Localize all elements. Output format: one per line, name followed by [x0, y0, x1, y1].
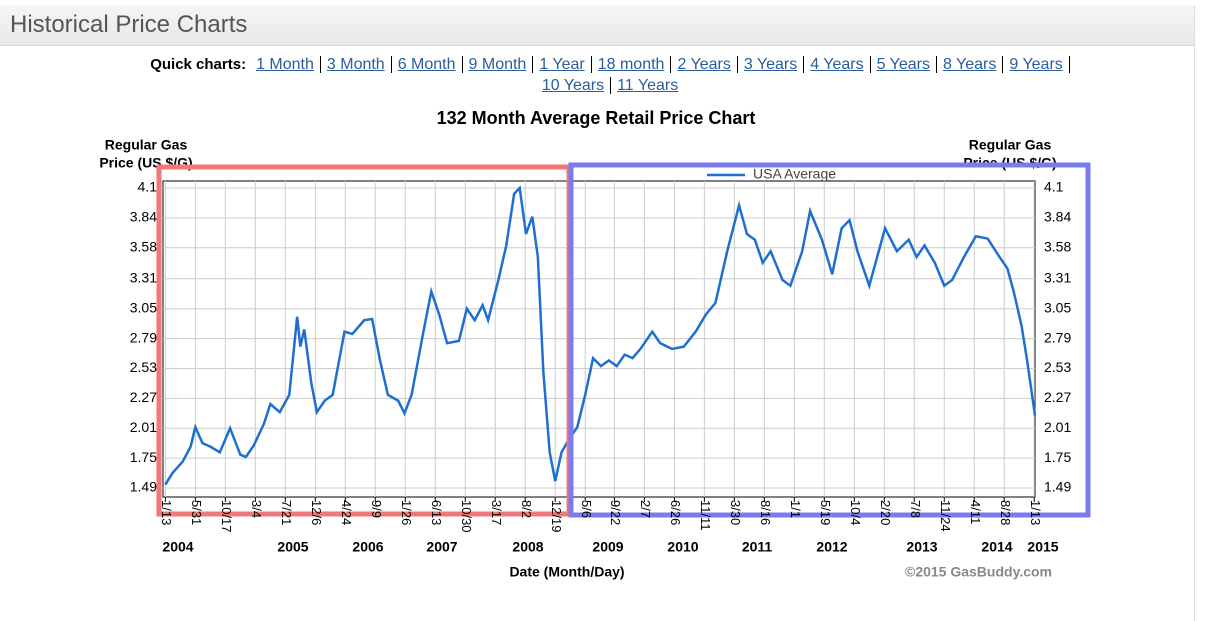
- x-tick-label: 8/28: [998, 500, 1013, 525]
- quick-chart-link[interactable]: 18 month: [591, 56, 672, 73]
- year-label: 2005: [277, 539, 308, 555]
- y-tick-label: 3.58: [130, 238, 157, 254]
- quick-chart-link[interactable]: 1 Month: [250, 56, 321, 73]
- y-tick-label: 2.53: [130, 359, 157, 375]
- legend-label: USA Average: [753, 166, 836, 182]
- x-tick-label: 9/22: [608, 500, 623, 525]
- y2-tick-label: 3.31: [1044, 270, 1071, 286]
- year-label: 2010: [667, 539, 698, 555]
- header-title: Historical Price Charts: [10, 11, 248, 38]
- y2-tick-label: 2.53: [1044, 359, 1071, 375]
- x-tick-label: 3/30: [728, 500, 743, 525]
- x-tick-label: 2/7: [638, 500, 653, 518]
- x-tick-label: 5/6: [579, 500, 594, 518]
- quick-chart-link[interactable]: 4 Years: [804, 56, 871, 73]
- x-tick-label: 5/19: [818, 500, 833, 525]
- y-tick-label: 3.84: [130, 209, 157, 225]
- quick-chart-link[interactable]: 9 Years: [1003, 56, 1070, 73]
- x-tick-label: 2/20: [878, 500, 893, 525]
- chart-title: 132 Month Average Retail Price Chart: [437, 108, 756, 128]
- quick-charts: Quick charts: 1 Month 3 Month 6 Month 9 Mont…: [40, 54, 1180, 96]
- x-tick-label: 6/26: [668, 500, 683, 525]
- x-tick-label: 7/21: [279, 500, 294, 525]
- quick-chart-link[interactable]: 11 Years: [617, 77, 679, 94]
- credit: ©2015 GasBuddy.com: [905, 564, 1052, 580]
- x-tick-label: 1/26: [399, 500, 414, 525]
- x-tick-label: 8/16: [758, 500, 773, 525]
- x-tick-label: 9/9: [369, 500, 384, 518]
- y-tick-label: 4.1: [138, 179, 158, 195]
- x-tick-label: 12/19: [549, 500, 564, 533]
- quick-chart-link[interactable]: 1 Year: [533, 56, 592, 73]
- y-tick-label: 2.27: [130, 389, 157, 405]
- x-axis-title: Date (Month/Day): [509, 564, 624, 580]
- year-label: 2011: [742, 539, 773, 555]
- x-tick-label: 6/13: [429, 500, 444, 525]
- header: Historical Price Charts: [0, 5, 1195, 46]
- highlight-box: [568, 162, 1091, 518]
- y-tick-label: 1.75: [130, 449, 157, 465]
- x-tick-label: 10/4: [848, 500, 863, 525]
- quick-chart-link[interactable]: 3 Month: [320, 56, 392, 73]
- y2-tick-label: 4.1: [1044, 179, 1064, 195]
- y-tick-label: 2.01: [130, 419, 157, 435]
- grid: [163, 181, 1035, 502]
- quick-charts-label: Quick charts:: [150, 56, 247, 73]
- y-tick-label: 3.05: [130, 299, 157, 315]
- marks: [164, 185, 1037, 486]
- quick-chart-link[interactable]: 6 Month: [391, 56, 463, 73]
- quick-chart-link[interactable]: 3 Years: [737, 56, 805, 73]
- y2-tick-label: 3.58: [1044, 238, 1071, 254]
- x-tick-label: 3/17: [489, 500, 504, 525]
- quick-chart-link[interactable]: 5 Years: [870, 56, 937, 73]
- y2-tick-label: 1.49: [1044, 479, 1071, 495]
- x-tick-label: 7/8: [908, 500, 923, 518]
- x-tick-label: 12/6: [309, 500, 324, 525]
- x-tick-label: 8/2: [519, 500, 534, 518]
- y2-tick-label: 2.79: [1044, 329, 1071, 345]
- year-label: 2014: [981, 539, 1012, 555]
- x-tick-label: 11/24: [938, 500, 953, 532]
- x-tick-label: 10/17: [219, 500, 234, 533]
- y2-tick-label: 3.05: [1044, 299, 1071, 315]
- x-tick-label: 10/30: [459, 500, 474, 533]
- x-tick-label: 1/13: [159, 500, 174, 525]
- y2-axis-title: Regular Gas: [969, 137, 1052, 153]
- year-label: 2009: [592, 539, 623, 555]
- quick-chart-link[interactable]: 2 Years: [671, 56, 738, 73]
- x-tick-label: 4/24: [339, 500, 354, 525]
- y-axis-title: Regular Gas: [105, 137, 188, 153]
- y2-tick-label: 2.01: [1044, 419, 1071, 435]
- year-label: 2013: [906, 539, 937, 555]
- y-tick-label: 2.79: [130, 329, 157, 345]
- x-tick-label: 5/31: [189, 500, 204, 525]
- year-label: 2007: [426, 539, 457, 555]
- y2-tick-label: 2.27: [1044, 389, 1071, 405]
- x-tick-label: 1/1: [788, 500, 803, 518]
- quick-chart-link[interactable]: 10 Years: [535, 77, 612, 94]
- x-tick-label: 11/11: [698, 500, 713, 531]
- year-label: 2006: [352, 539, 383, 555]
- quick-chart-link[interactable]: 9 Month: [462, 56, 534, 73]
- divider: [1194, 45, 1195, 621]
- year-label: 2004: [162, 539, 193, 555]
- year-label: 2015: [1027, 539, 1058, 555]
- year-label: 2012: [816, 539, 847, 555]
- x-tick-label: 4/11: [968, 500, 983, 524]
- y2-tick-label: 3.84: [1044, 209, 1071, 225]
- quick-chart-link[interactable]: 8 Years: [937, 56, 1004, 73]
- year-label: 2008: [512, 539, 543, 555]
- y-tick-label: 1.49: [130, 479, 157, 495]
- price-line: [164, 185, 1037, 486]
- y-tick-label: 3.31: [130, 270, 157, 286]
- x-tick-label: 1/13: [1028, 500, 1043, 525]
- x-tick-label: 3/4: [249, 500, 264, 518]
- y2-tick-label: 1.75: [1044, 449, 1071, 465]
